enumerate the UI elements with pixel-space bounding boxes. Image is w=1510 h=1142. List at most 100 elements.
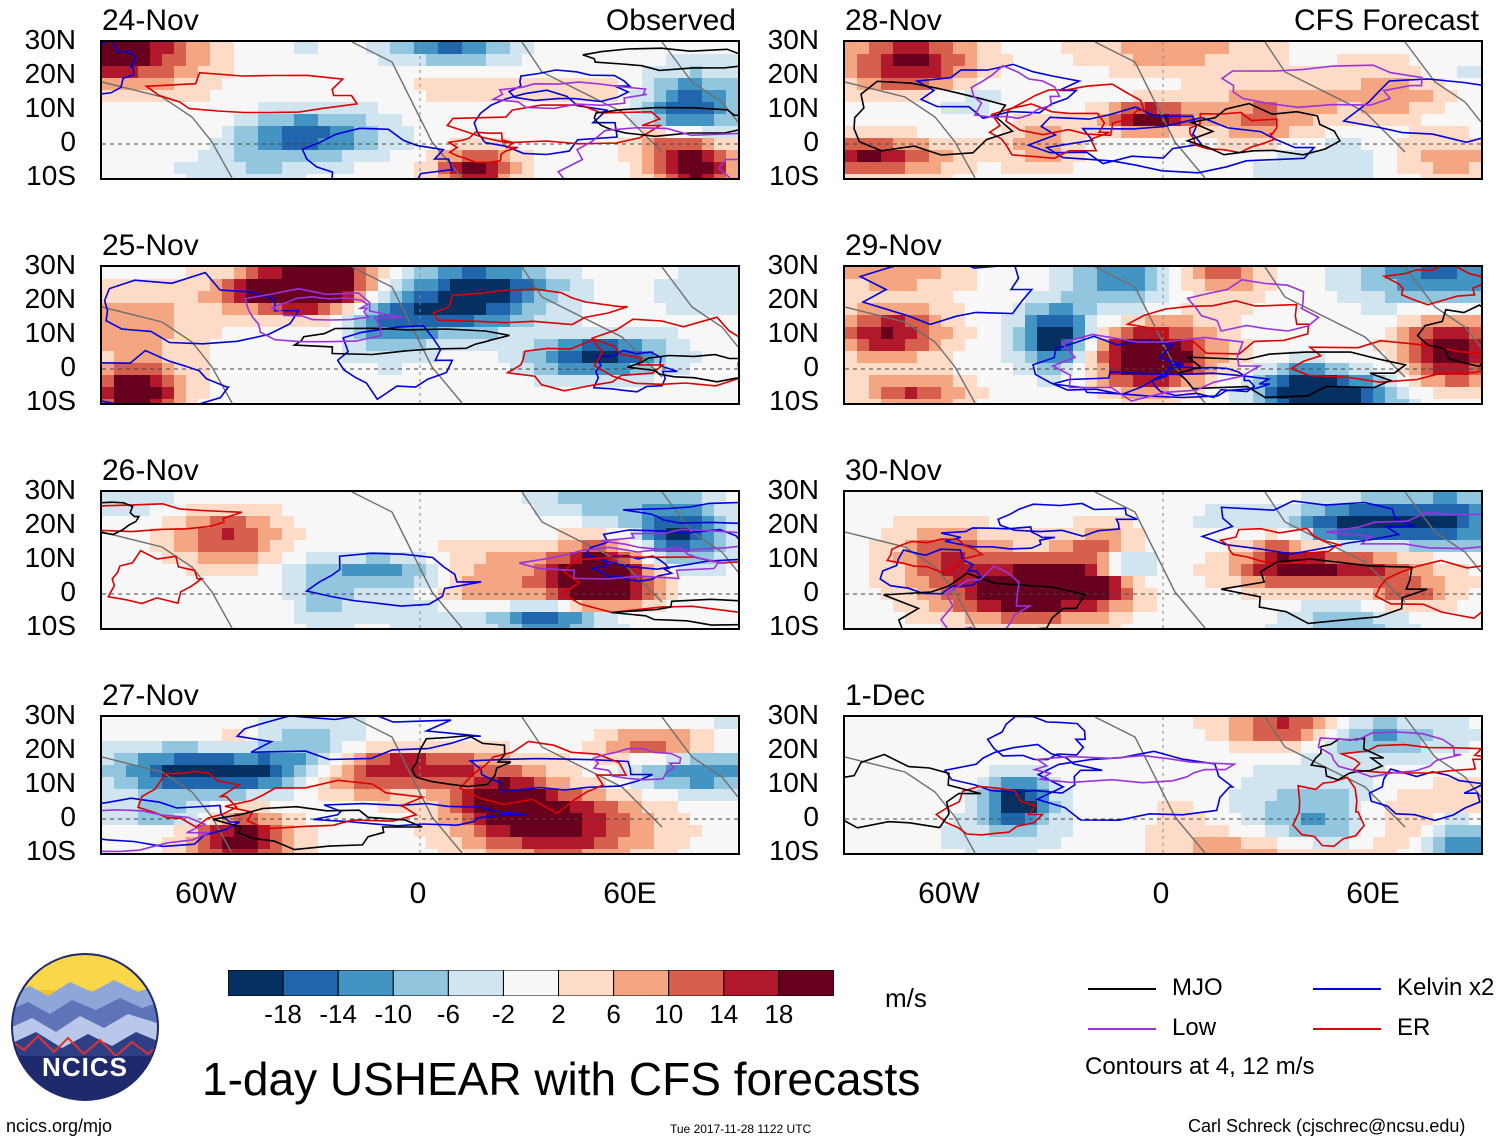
shear-cell xyxy=(294,126,307,139)
shear-cell xyxy=(1277,612,1290,625)
shear-cell xyxy=(186,339,199,352)
shear-cell xyxy=(258,564,271,577)
shear-cell xyxy=(390,126,403,139)
shear-cell xyxy=(1001,162,1014,175)
shear-cell xyxy=(845,339,858,352)
shear-cell xyxy=(965,174,978,178)
shear-cell xyxy=(402,375,415,388)
shear-cell xyxy=(857,351,870,364)
shear-cell xyxy=(1109,315,1122,328)
shear-cell xyxy=(1421,363,1434,376)
shear-cell xyxy=(582,291,595,304)
shear-cell xyxy=(354,576,367,589)
shear-cell xyxy=(438,162,451,175)
shear-cell xyxy=(1229,717,1242,730)
shear-cell xyxy=(198,315,211,328)
shear-cell xyxy=(1289,765,1302,778)
shear-cell xyxy=(330,267,343,280)
shear-cell xyxy=(1385,315,1398,328)
shear-cell xyxy=(138,150,151,163)
shear-cell xyxy=(546,387,559,400)
shear-cell xyxy=(1241,78,1254,91)
shear-cell xyxy=(438,66,451,79)
shear-cell xyxy=(1121,66,1134,79)
shear-cell xyxy=(1157,54,1170,67)
shear-cell xyxy=(210,789,223,802)
shear-cell xyxy=(989,552,1002,565)
shear-cell xyxy=(510,504,523,517)
shear-cell xyxy=(354,600,367,613)
shear-cell xyxy=(1241,753,1254,766)
shear-cell xyxy=(522,777,535,790)
shear-cell xyxy=(881,267,894,280)
shear-cell xyxy=(402,162,415,175)
shear-cell xyxy=(1445,387,1458,400)
shear-cell xyxy=(150,66,163,79)
shear-cell xyxy=(1289,126,1302,139)
shear-cell xyxy=(1025,540,1038,553)
shear-cell xyxy=(606,717,619,730)
shear-cell xyxy=(222,552,235,565)
shear-cell xyxy=(1013,624,1026,628)
shear-cell xyxy=(570,624,583,628)
shear-cell xyxy=(1469,162,1481,175)
lat-tick-label: 0 xyxy=(60,576,76,607)
shear-cell xyxy=(138,54,151,67)
shear-cell xyxy=(414,540,427,553)
shear-cell xyxy=(1349,600,1362,613)
shear-cell xyxy=(953,174,966,178)
shear-cell xyxy=(953,741,966,754)
shear-cell xyxy=(1241,327,1254,340)
shear-cell xyxy=(666,789,679,802)
shear-cell xyxy=(630,291,643,304)
shear-cell xyxy=(1265,174,1278,178)
shear-cell xyxy=(150,54,163,67)
shear-cell xyxy=(953,753,966,766)
shear-cell xyxy=(102,600,115,613)
shear-cell xyxy=(618,267,631,280)
shear-cell xyxy=(845,42,858,55)
shear-cell xyxy=(510,612,523,625)
shear-cell xyxy=(474,351,487,364)
shear-cell xyxy=(977,279,990,292)
shear-cell xyxy=(929,612,942,625)
shear-cell xyxy=(258,399,271,403)
shear-cell xyxy=(678,54,691,67)
shear-cell xyxy=(534,303,547,316)
shear-cell xyxy=(510,729,523,742)
shear-cell xyxy=(1373,162,1386,175)
shear-cell xyxy=(1385,741,1398,754)
shear-cell xyxy=(1205,90,1218,103)
shear-cell xyxy=(977,741,990,754)
shear-cell xyxy=(522,849,535,853)
shear-cell xyxy=(941,267,954,280)
shear-cell xyxy=(186,729,199,742)
shear-cell xyxy=(1373,54,1386,67)
shear-cell xyxy=(1289,267,1302,280)
shear-cell xyxy=(917,267,930,280)
shear-cell xyxy=(630,162,643,175)
shear-cell xyxy=(702,351,715,364)
shear-cell xyxy=(498,516,511,529)
shear-cell xyxy=(1433,624,1446,628)
shear-cell xyxy=(546,174,559,178)
shear-cell xyxy=(1121,717,1134,730)
shear-cell xyxy=(198,54,211,67)
shear-cell xyxy=(474,600,487,613)
shear-cell xyxy=(1145,540,1158,553)
shear-cell xyxy=(1169,42,1182,55)
shear-cell xyxy=(1409,528,1422,541)
shear-cell xyxy=(1229,600,1242,613)
shear-cell xyxy=(1337,552,1350,565)
er-contour xyxy=(1374,559,1481,619)
shear-cell xyxy=(1277,327,1290,340)
shear-cell xyxy=(510,42,523,55)
shear-cell xyxy=(390,729,403,742)
shear-cell xyxy=(1001,612,1014,625)
shear-cell xyxy=(114,387,127,400)
shear-cell xyxy=(1085,516,1098,529)
shear-cell xyxy=(1109,54,1122,67)
shear-cell xyxy=(318,516,331,529)
shear-cell xyxy=(570,789,583,802)
shear-cell xyxy=(905,78,918,91)
